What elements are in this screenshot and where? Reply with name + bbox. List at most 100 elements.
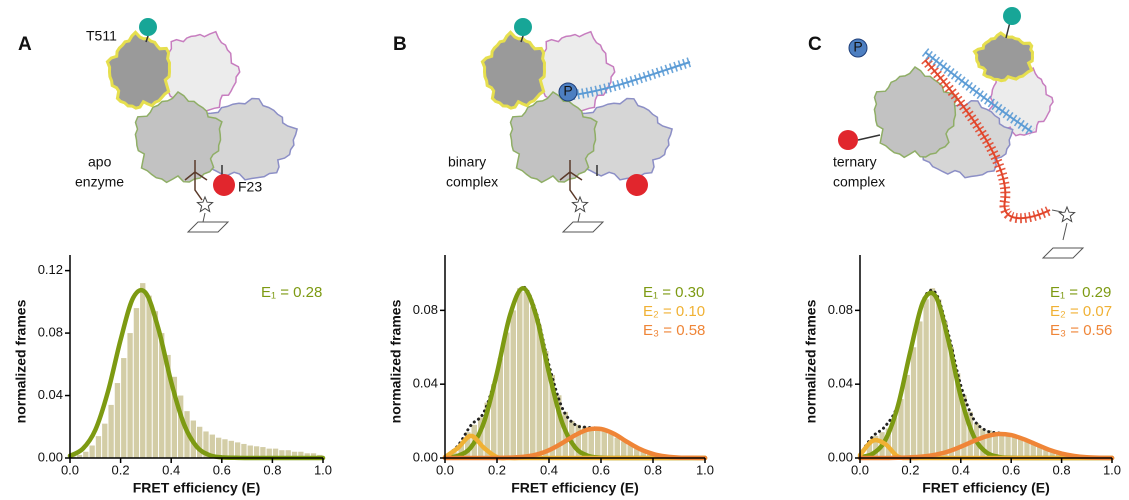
histogram-bar	[152, 311, 159, 458]
schematic-label: P	[563, 83, 572, 99]
histogram-bar	[523, 291, 529, 458]
linker	[1005, 21, 1011, 39]
y-tick-label: 0.08	[828, 302, 853, 317]
histogram-bar	[215, 437, 222, 458]
histogram-bar	[146, 295, 152, 458]
histogram-bar	[961, 395, 967, 458]
histogram-bar	[955, 373, 961, 458]
histogram-bar	[458, 443, 464, 458]
histogram-bar	[873, 435, 879, 458]
histogram-bar	[892, 417, 898, 458]
histogram-bar	[234, 442, 241, 458]
histogram-bar	[241, 443, 247, 458]
dna-rungs	[921, 56, 1053, 224]
y-tick-label: 0.04	[828, 376, 853, 391]
histogram-bar	[310, 453, 317, 458]
y-tick-label: 0.08	[38, 325, 63, 340]
histogram-bar	[980, 428, 986, 458]
histogram-bar	[89, 445, 95, 458]
x-axis-label: FRET efficiency (E)	[511, 480, 639, 496]
x-tick-label: 1.0	[696, 462, 714, 477]
acceptor-dye	[213, 174, 235, 196]
histogram-bar	[121, 358, 127, 458]
protein-domain	[873, 65, 958, 159]
histogram-bar	[627, 445, 633, 458]
histogram-bar	[942, 321, 948, 458]
panel-label: C	[808, 34, 822, 55]
schematic-label: complex	[833, 174, 885, 190]
histogram-bar	[285, 450, 291, 458]
histogram-bar	[253, 446, 260, 458]
histogram-bar	[936, 299, 942, 458]
histogram-bar	[491, 384, 497, 458]
histogram-bar	[640, 450, 646, 458]
histogram-bar	[904, 374, 910, 458]
gaussian-fit-line	[442, 426, 708, 461]
histogram-bar	[203, 431, 209, 458]
histogram-bar	[601, 430, 607, 458]
x-tick-label: 0.8	[644, 462, 662, 477]
histogram-bar	[279, 450, 285, 458]
fit-annotation: E₁ = 0.30	[643, 284, 704, 301]
histogram-bar	[948, 347, 954, 458]
acceptor-dye	[838, 130, 858, 150]
dna-strand	[572, 61, 691, 96]
histogram-bar	[549, 374, 555, 458]
histogram-bar	[1030, 443, 1036, 458]
gaussian-fit-line	[67, 287, 326, 461]
x-tick-label: 0.0	[436, 462, 454, 477]
protein-domain	[972, 31, 1035, 83]
x-tick-label: 0.2	[901, 462, 919, 477]
histogram-bar	[272, 448, 279, 458]
histogram-bar	[1018, 437, 1024, 458]
histogram-bar	[898, 398, 904, 458]
histogram-bar	[165, 354, 171, 458]
histogram-bar	[556, 395, 562, 458]
histogram-bar	[582, 426, 588, 458]
schematic-label: F23	[238, 179, 262, 195]
histogram-bar	[999, 434, 1005, 458]
x-tick-label: 0.6	[592, 462, 610, 477]
x-tick-label: 0.4	[162, 462, 180, 477]
x-tick-label: 0.6	[213, 462, 231, 477]
x-tick-label: 0.4	[952, 462, 970, 477]
histogram-bar	[588, 428, 594, 458]
histogram-bar	[291, 451, 298, 458]
fluorophore-star	[196, 195, 214, 213]
schematic-label: T511	[86, 28, 117, 44]
histogram-bar	[917, 321, 923, 458]
panel-label: A	[18, 34, 32, 55]
fluorophore-star	[1058, 205, 1076, 223]
histogram-bar	[70, 456, 76, 458]
histogram-bar	[171, 376, 178, 458]
histogram-bar	[484, 402, 490, 458]
protein-domain	[509, 91, 598, 184]
histogram-bar	[614, 437, 620, 458]
histogram-bar	[634, 448, 640, 458]
x-axis-label: FRET efficiency (E)	[922, 480, 1050, 496]
fit-annotation: E₃ = 0.58	[643, 322, 705, 339]
histogram-bar	[967, 411, 973, 458]
histogram-bar	[95, 436, 102, 458]
y-tick-label: 0.04	[38, 387, 63, 402]
histogram-bar	[228, 440, 234, 458]
schematic-label: binary	[448, 154, 486, 170]
phosphate	[558, 82, 578, 102]
schematic-label: P	[853, 39, 862, 55]
histogram-bar	[866, 443, 873, 458]
protein-domain	[134, 91, 223, 184]
histogram-bar	[497, 358, 503, 458]
histogram-bar	[536, 325, 542, 458]
histogram-bar	[1005, 434, 1011, 458]
y-tick-label: 0.00	[413, 449, 438, 464]
histogram-bar	[923, 299, 929, 458]
fluorophore-star	[571, 195, 589, 213]
histogram-bar	[1036, 446, 1043, 458]
phosphate	[848, 38, 868, 58]
x-tick-label: 0.4	[540, 462, 558, 477]
y-tick-label: 0.12	[38, 262, 63, 277]
histogram-bar	[992, 432, 999, 458]
histogram-bar	[247, 445, 253, 458]
dna-rungs	[921, 48, 1035, 137]
